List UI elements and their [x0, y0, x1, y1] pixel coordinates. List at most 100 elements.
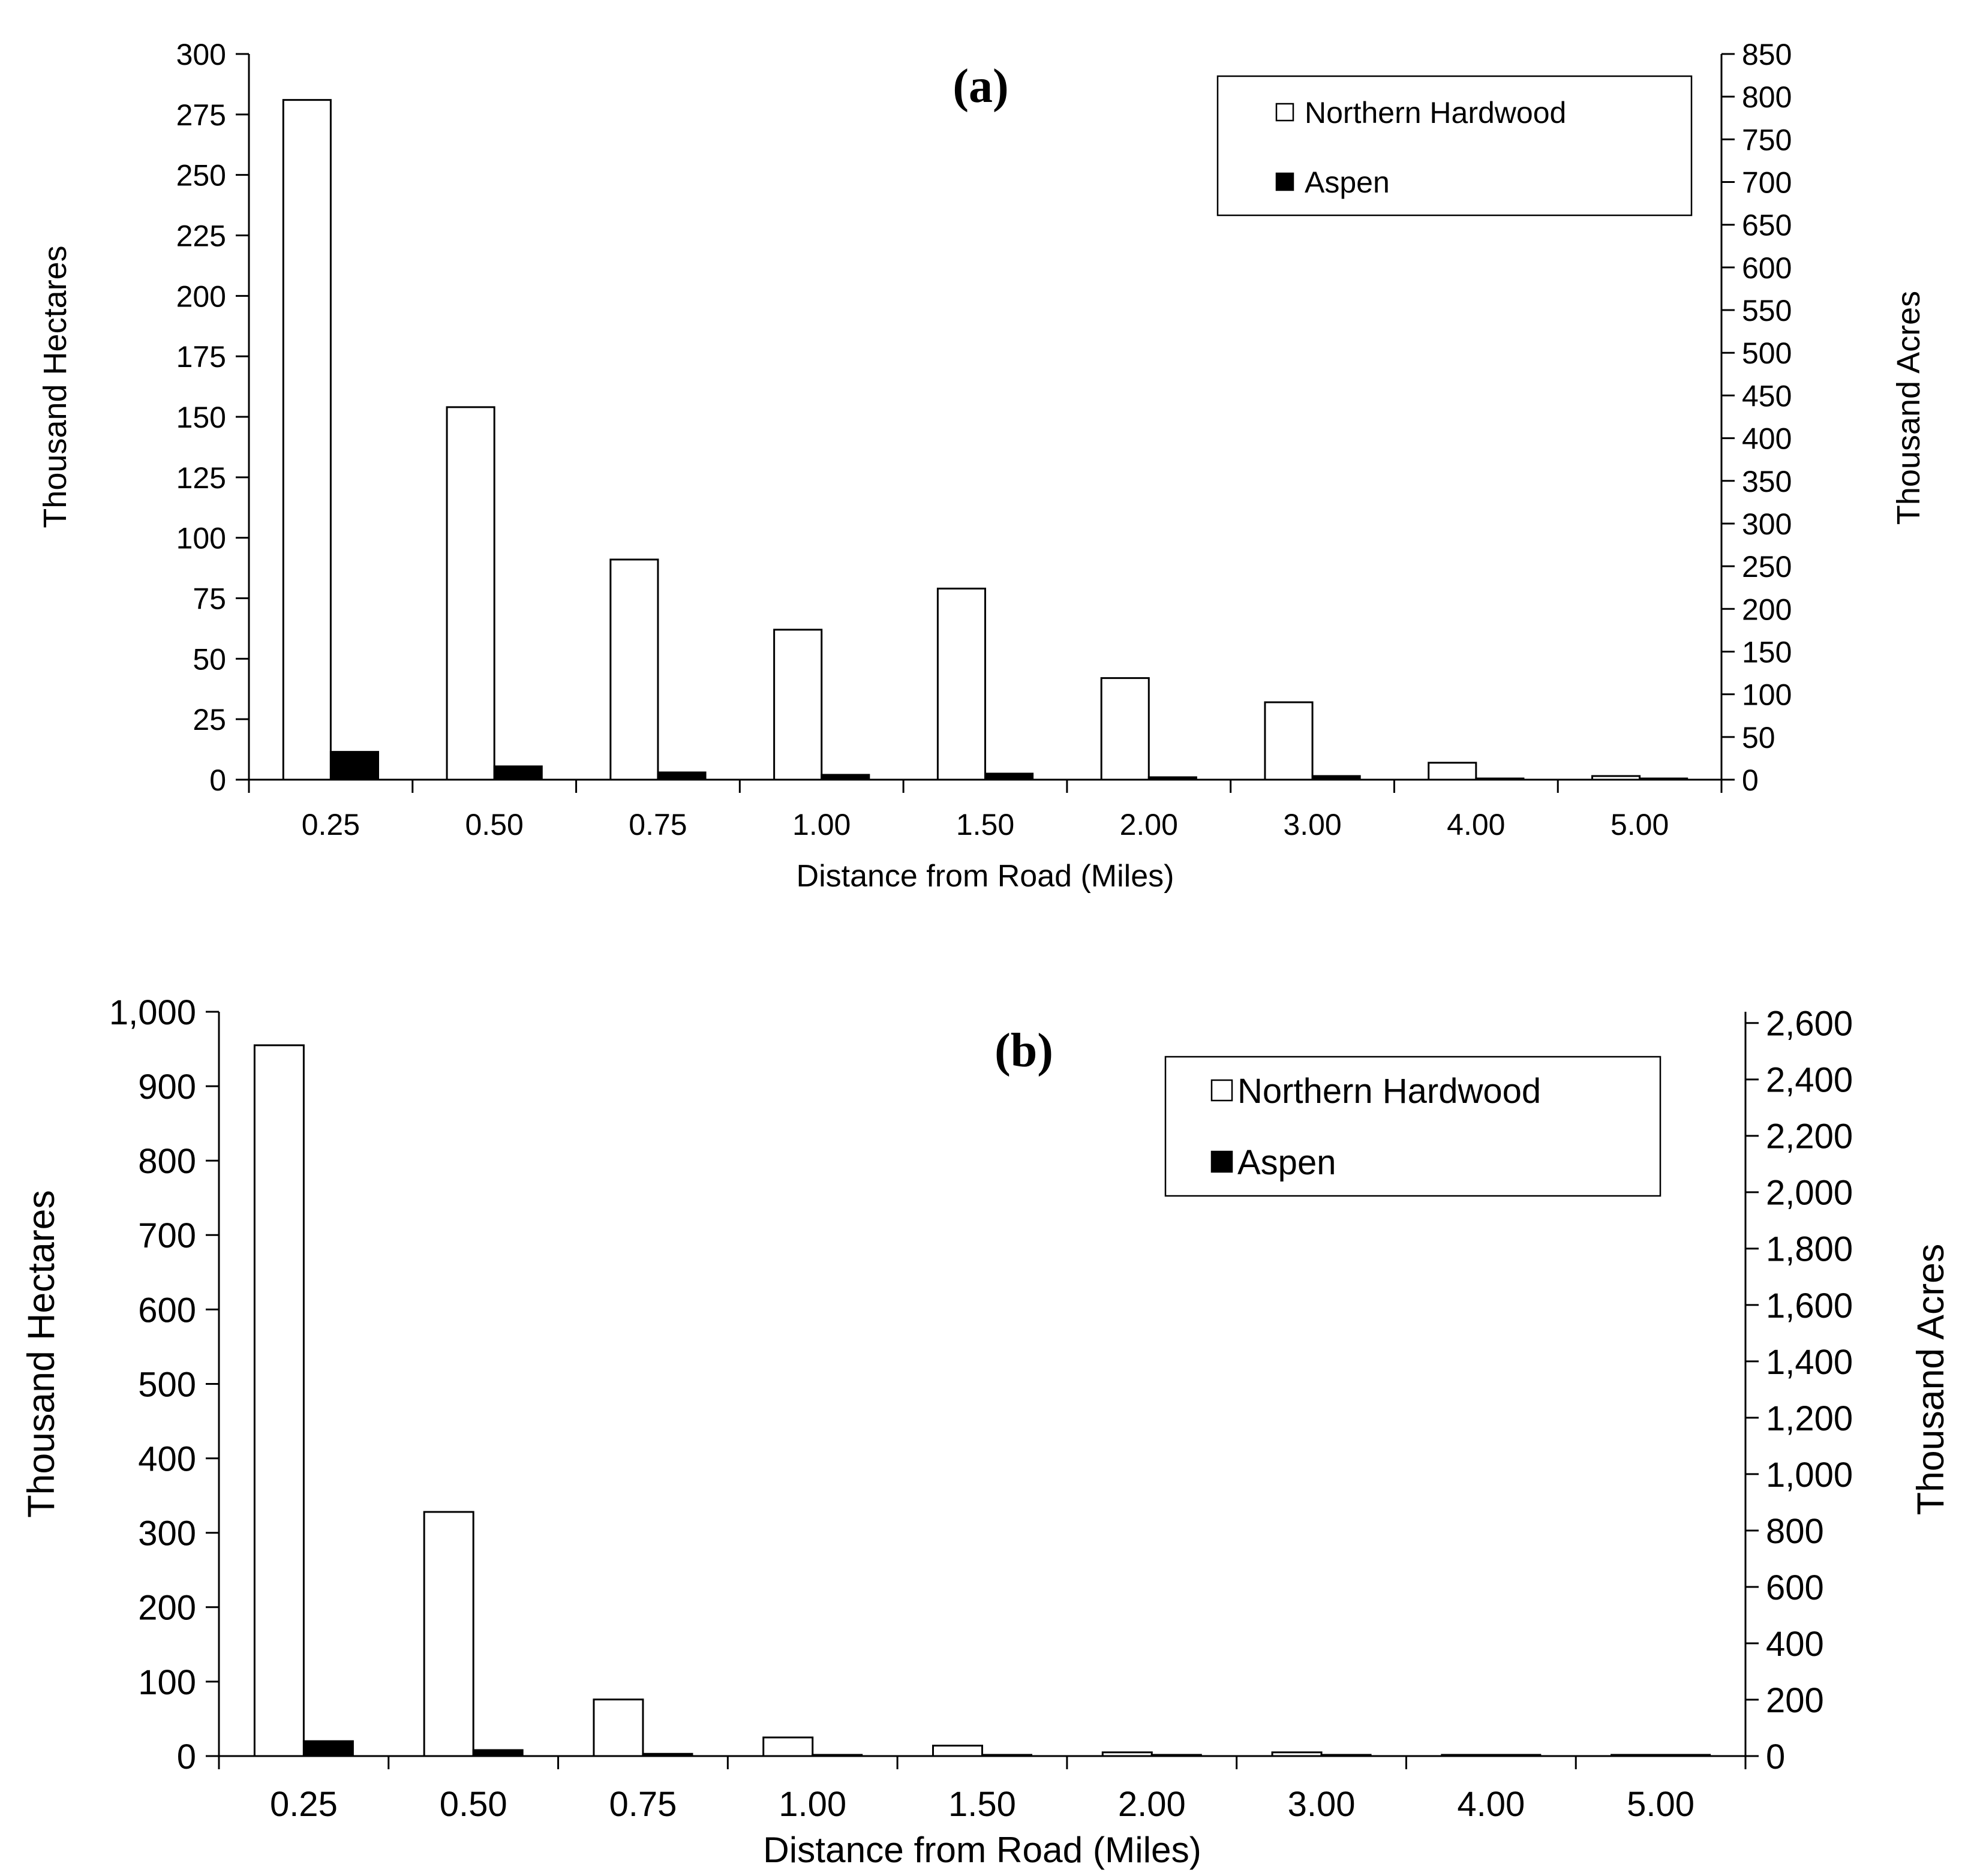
bar-northern-hardwood	[423, 1511, 474, 1757]
y-tick-label: 800	[138, 1142, 196, 1181]
bar-northern-hardwood	[1100, 677, 1150, 781]
y2-tick-label: 400	[1742, 422, 1792, 456]
y2-tick-label: 1,200	[1766, 1399, 1853, 1438]
x-tick-label: 4.00	[1447, 808, 1505, 841]
y2-tick-label: 2,200	[1766, 1117, 1853, 1156]
y-tick-label: 300	[176, 38, 226, 71]
x-tick-label: 3.00	[1288, 1785, 1356, 1824]
x-tick-label: 2.00	[1120, 808, 1178, 841]
y-tick-label: 100	[176, 522, 226, 555]
chart-panel-b: 0 100 200 300 400 500 600 700 800 900 1,000 0 200 400…	[20, 993, 1952, 1870]
bar-northern-hardwood	[446, 406, 495, 781]
panel-label: (a)	[953, 60, 1008, 113]
bar-aspen	[1147, 776, 1197, 781]
y2-tick-label: 1,400	[1766, 1343, 1853, 1382]
y2-tick-label: 700	[1742, 166, 1792, 200]
legend-swatch-aspen	[1275, 172, 1294, 191]
y2-tick-label: 150	[1742, 635, 1792, 669]
y2-tick-label: 100	[1742, 678, 1792, 712]
y2-tick-label: 800	[1766, 1512, 1824, 1551]
y-tick-label: 0	[209, 763, 226, 797]
y-axis-title: Thousand Hectares	[20, 1190, 62, 1518]
y2-tick-label: 1,000	[1766, 1456, 1853, 1495]
legend-label-aspen: Aspen	[1305, 166, 1390, 199]
y-tick-label: 600	[138, 1291, 196, 1330]
y2-tick-label: 650	[1742, 209, 1792, 242]
bar-northern-hardwood	[1441, 1754, 1492, 1757]
y-tick-label: 700	[138, 1216, 196, 1255]
y2-tick-label: 600	[1742, 251, 1792, 285]
bar-northern-hardwood	[932, 1745, 983, 1757]
bar-northern-hardwood	[1428, 762, 1477, 781]
legend-box	[1216, 75, 1693, 217]
y2-tick-label: 800	[1742, 80, 1792, 114]
y-tick-label: 50	[193, 642, 226, 676]
y2-tick-label: 250	[1742, 550, 1792, 584]
y-tick-label: 250	[176, 159, 226, 193]
bar-aspen	[821, 774, 870, 781]
x-tick-label: 5.00	[1611, 808, 1669, 841]
bar-aspen	[1320, 1754, 1372, 1757]
y-tick-label: 500	[138, 1365, 196, 1404]
bar-northern-hardwood	[1264, 701, 1314, 781]
x-axis-title: Distance from Road (Miles)	[763, 1829, 1201, 1870]
x-tick-label: 0.50	[440, 1785, 507, 1824]
bar-northern-hardwood	[1591, 775, 1641, 781]
x-tick-label: 3.00	[1283, 808, 1341, 841]
x-tick-label: 1.50	[948, 1785, 1016, 1824]
bar-northern-hardwood	[593, 1698, 644, 1757]
y-tick-label: 0	[177, 1737, 196, 1776]
x-axis-title: Distance from Road (Miles)	[797, 859, 1174, 894]
y-tick-label: 1,000	[109, 993, 196, 1032]
x-tick-label: 1.00	[792, 808, 851, 841]
panel-label: (b)	[994, 1024, 1053, 1077]
x-tick-label: 5.00	[1627, 1785, 1694, 1824]
y-tick-label: 125	[176, 461, 226, 495]
bar-aspen	[984, 772, 1034, 781]
y2-tick-label: 350	[1742, 465, 1792, 498]
bar-northern-hardwood	[773, 629, 823, 781]
bar-aspen	[812, 1754, 863, 1757]
y2-tick-label: 850	[1742, 38, 1792, 71]
bar-aspen	[642, 1752, 693, 1757]
x-tick-label: 1.50	[956, 808, 1014, 841]
y-tick-label: 75	[193, 582, 226, 616]
y2-tick-label: 550	[1742, 294, 1792, 327]
y2-tick-label: 500	[1742, 336, 1792, 370]
bar-aspen	[1475, 777, 1525, 781]
bar-northern-hardwood	[1101, 1751, 1153, 1757]
bar-aspen	[1490, 1754, 1542, 1757]
bar-aspen	[493, 765, 543, 781]
bar-northern-hardwood	[609, 558, 659, 781]
bar-northern-hardwood	[253, 1044, 305, 1757]
y-axis-title: Thousand Hectares	[37, 245, 73, 528]
y2-tick-label: 200	[1766, 1681, 1824, 1720]
bar-northern-hardwood	[282, 99, 332, 781]
y-tick-label: 175	[176, 340, 226, 374]
legend-box	[1164, 1056, 1661, 1197]
legend-swatch-northern-hardwood	[1275, 103, 1294, 122]
x-tick-label: 0.50	[465, 808, 524, 841]
y-tick-label: 200	[138, 1589, 196, 1628]
x-tick-label: 2.00	[1118, 1785, 1186, 1824]
x-tick-label: 1.00	[779, 1785, 846, 1824]
legend-swatch-aspen	[1210, 1150, 1233, 1173]
y2-tick-label: 2,000	[1766, 1174, 1853, 1213]
bar-aspen	[329, 751, 379, 781]
y2-tick-label: 300	[1742, 507, 1792, 541]
y2-axis-title: Thousand Acres	[1891, 291, 1927, 525]
y2-tick-label: 1,600	[1766, 1286, 1853, 1325]
y2-tick-label: 0	[1742, 763, 1759, 797]
bar-aspen	[1311, 775, 1361, 781]
bar-aspen	[1150, 1754, 1202, 1757]
x-tick-label: 0.25	[302, 808, 360, 841]
y2-tick-label: 400	[1766, 1625, 1824, 1664]
bar-northern-hardwood	[1271, 1751, 1323, 1757]
y-tick-label: 400	[138, 1439, 196, 1478]
bar-aspen	[657, 771, 707, 781]
chart-panel-a: 0 25 50 75 100 125 150 175 200 225 250 275 300 0 50 100…	[37, 38, 1927, 894]
bar-aspen	[1660, 1754, 1711, 1757]
y2-axis-title: Thousand Acres	[1910, 1244, 1952, 1516]
y2-tick-label: 750	[1742, 123, 1792, 157]
bar-aspen	[302, 1740, 354, 1757]
